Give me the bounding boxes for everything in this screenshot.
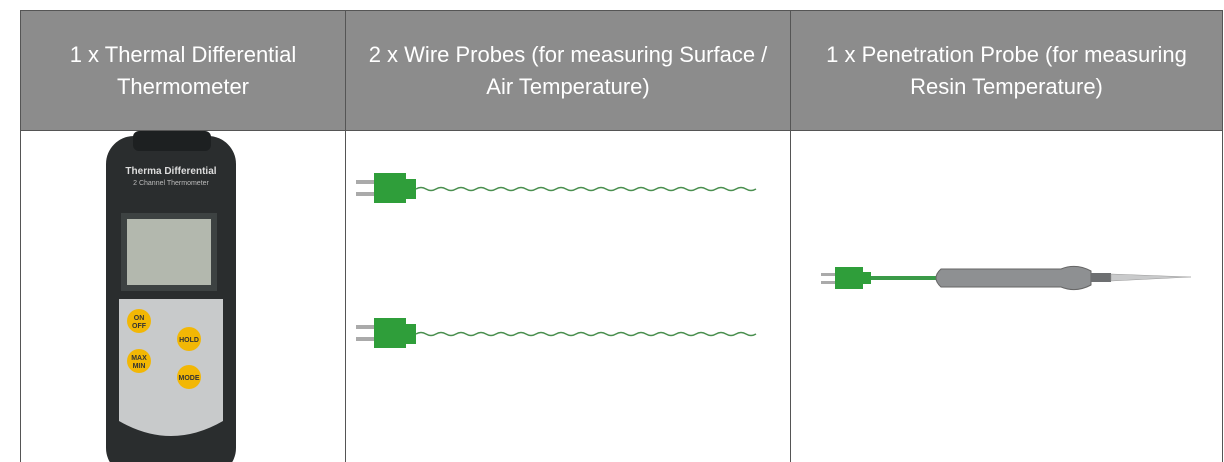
button-label: MIN <box>133 363 146 370</box>
page: 1 x Thermal Differential Thermometer 2 x… <box>0 0 1224 461</box>
product-table: 1 x Thermal Differential Thermometer 2 x… <box>20 10 1223 462</box>
image-cell <box>346 131 791 462</box>
image-cell: Therma Differential 2 Channel Thermomete… <box>21 131 346 462</box>
header-row: 1 x Thermal Differential Thermometer 2 x… <box>21 11 1223 131</box>
device-model: 2 Channel Thermometer <box>133 180 209 187</box>
thermometer-image: Therma Differential 2 Channel Thermomete… <box>21 131 344 462</box>
device-top <box>133 131 211 151</box>
device-brand: Therma Differential <box>125 166 216 177</box>
device-screen <box>127 219 211 285</box>
header-cell: 2 x Wire Probes (for measuring Surface /… <box>346 11 791 131</box>
button-label: MODE <box>179 375 200 382</box>
wire-probe <box>356 318 756 348</box>
image-cell <box>791 131 1223 462</box>
button-label: MAX <box>131 355 147 362</box>
wire-probes-image <box>346 131 789 462</box>
button-label: OFF <box>132 323 147 330</box>
header-cell: 1 x Thermal Differential Thermometer <box>21 11 346 131</box>
button-label: HOLD <box>179 337 199 344</box>
wire-probe <box>356 173 756 203</box>
button-label: ON <box>134 315 145 322</box>
image-row: Therma Differential 2 Channel Thermomete… <box>21 131 1223 462</box>
penetration-probe-image <box>791 131 1221 462</box>
header-cell: 1 x Penetration Probe (for measuring Res… <box>791 11 1223 131</box>
